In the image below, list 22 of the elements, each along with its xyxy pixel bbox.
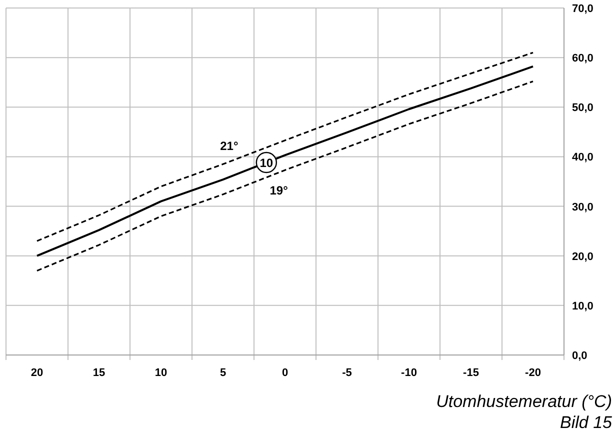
x-tick-label: -5 [342,367,352,379]
x-axis-title: Utomhustemeratur (°C) [436,392,612,411]
x-tick-label: 15 [92,367,106,379]
y-tick-label: 50,0 [572,102,594,114]
x-tick-label: -15 [463,367,479,379]
y-tick-label: 40,0 [572,152,594,164]
legend-label: 19° [270,184,288,198]
x-tick-label: -20 [525,367,541,379]
series-label: 10 [260,156,274,170]
x-tick-label: 10 [154,367,168,379]
x-tick-label: 20 [30,367,44,379]
y-tick-label: 20,0 [572,250,594,263]
x-tick-label: 0 [282,367,288,379]
y-tick-label: 10,0 [572,300,594,312]
x-tick-label: -10 [401,367,417,379]
y-tick-label: 70,0 [572,3,594,15]
y-tick-label: 60,0 [572,52,594,65]
y-tick-label: 0,0 [572,350,588,362]
series-label: 21° [220,138,238,153]
text: Bild 15 [560,413,613,432]
y-tick-label: 30,0 [572,201,594,214]
x-tick-label: 5 [220,367,226,379]
